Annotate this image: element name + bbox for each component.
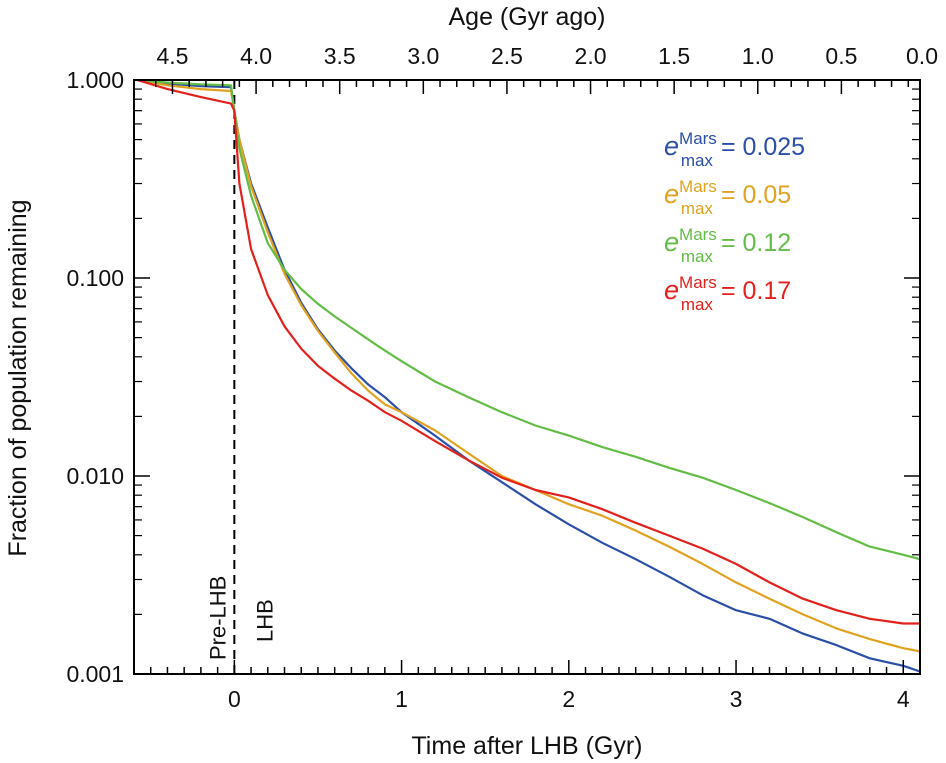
top-tick-label: 4.5 (156, 43, 188, 69)
legend-superscript: Mars (679, 273, 717, 292)
annotation-lhb: LHB (252, 599, 277, 642)
legend-subscript: max (681, 295, 714, 314)
legend-superscript: Mars (679, 129, 717, 148)
y-tick-label: 0.010 (66, 463, 124, 489)
plot-area: 0 1 2 3 4 4.5 4.0 3.5 3.0 2.5 2.0 1.5 1.0 0.5 0.0 1.000… (66, 43, 938, 712)
top-tick-label: 1.5 (658, 43, 690, 69)
legend-subscript: max (681, 199, 714, 218)
annotation-pre-lhb: Pre-LHB (205, 576, 230, 660)
plot-frame (134, 80, 920, 674)
y-tick-label: 1.000 (66, 67, 124, 93)
series-line-3 (137, 80, 920, 624)
legend-entry-2: eMars max = 0.12 (664, 225, 791, 266)
top-axis-label: Age (Gyr ago) (448, 3, 605, 31)
series-line-0 (137, 80, 920, 672)
top-tick-label: 2.0 (575, 43, 607, 69)
legend-superscript: Mars (679, 225, 717, 244)
legend-symbol: e (664, 131, 679, 161)
legend-subscript: max (681, 247, 714, 266)
top-tick-label: 4.0 (240, 43, 272, 69)
legend-symbol: e (664, 179, 679, 209)
legend-symbol: e (664, 275, 679, 305)
top-tick-label: 3.5 (324, 43, 356, 69)
x-tick-label: 0 (228, 686, 241, 712)
legend-value: = 0.025 (721, 133, 805, 161)
x-tick-label: 2 (562, 686, 575, 712)
top-tick-label: 1.0 (742, 43, 774, 69)
x-axis-label: Time after LHB (Gyr) (411, 732, 642, 760)
legend-entry-0: eMars max = 0.025 (664, 129, 805, 170)
x-tick-label: 1 (395, 686, 408, 712)
legend-entry-1: eMars max = 0.05 (664, 177, 791, 218)
legend-entry-3: eMars max = 0.17 (664, 273, 791, 314)
legend-value: = 0.05 (721, 181, 791, 209)
y-tick-label: 0.001 (66, 661, 124, 687)
legend-symbol: e (664, 227, 679, 257)
y-axis-label: Fraction of population remaining (4, 199, 32, 556)
top-tick-label: 0.5 (825, 43, 857, 69)
legend-value: = 0.17 (721, 277, 791, 305)
top-tick-label: 3.0 (407, 43, 439, 69)
legend-value: = 0.12 (721, 229, 791, 257)
y-tick-label: 0.100 (66, 265, 124, 291)
top-tick-label: 2.5 (491, 43, 523, 69)
top-tick-label: 0.0 (906, 43, 938, 69)
x-tick-label: 3 (730, 686, 743, 712)
series-line-1 (137, 80, 920, 651)
legend-subscript: max (681, 151, 714, 170)
legend-superscript: Mars (679, 177, 717, 196)
x-tick-label: 4 (897, 686, 910, 712)
